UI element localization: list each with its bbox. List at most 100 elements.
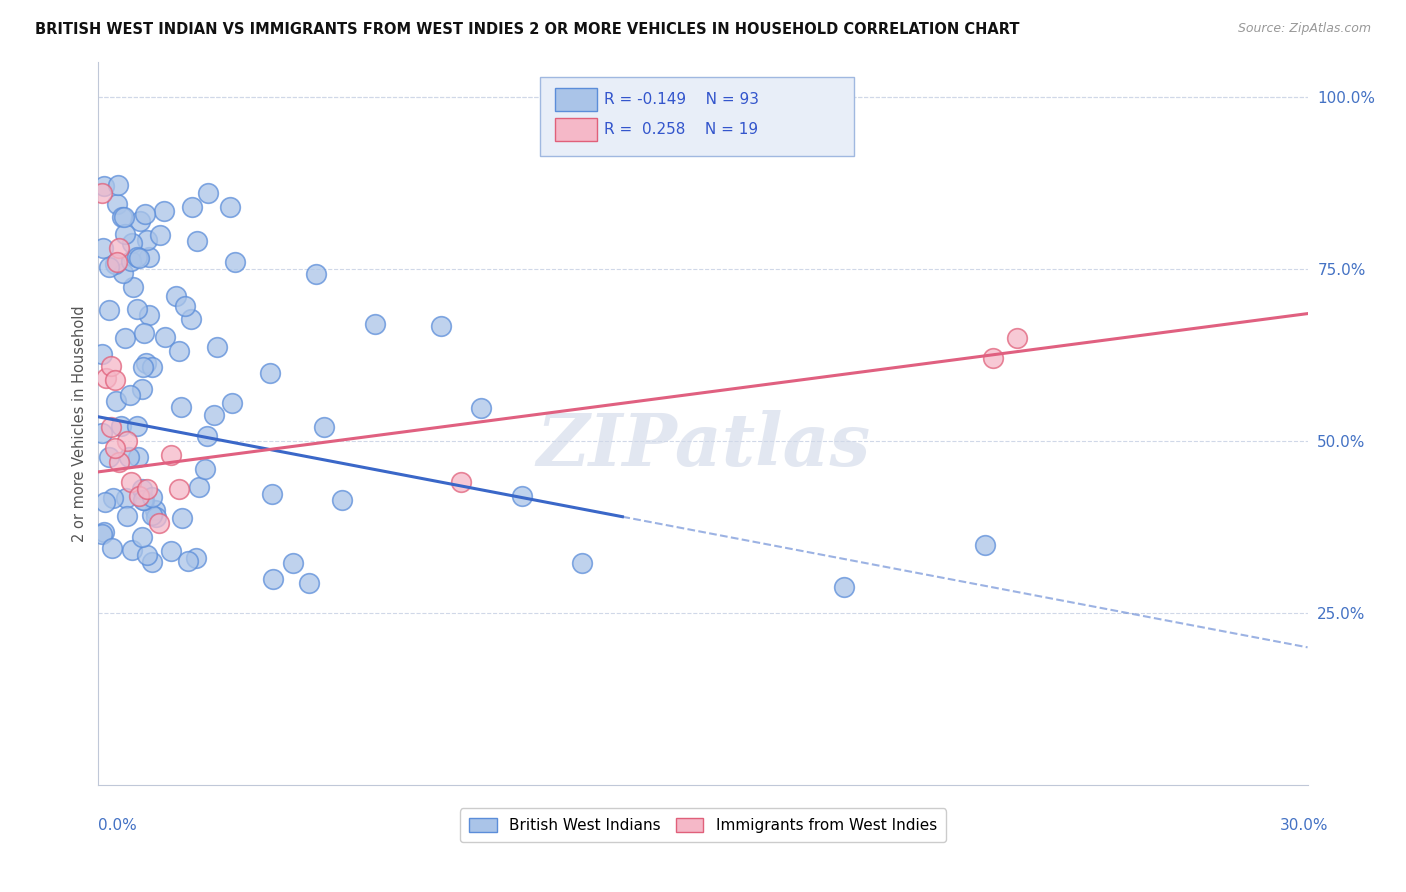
Point bbox=[330, 492, 353, 507]
Point bbox=[121, 542, 143, 557]
Point bbox=[1007, 331, 1029, 345]
Point bbox=[128, 489, 150, 503]
Point bbox=[188, 480, 211, 494]
Point bbox=[141, 555, 163, 569]
Point bbox=[114, 491, 136, 505]
Point bbox=[160, 448, 183, 462]
Point bbox=[197, 186, 219, 201]
Point bbox=[135, 549, 157, 563]
Point bbox=[205, 340, 228, 354]
Point bbox=[141, 508, 163, 522]
Point bbox=[93, 241, 115, 255]
Point bbox=[571, 557, 593, 571]
Point bbox=[148, 516, 170, 531]
Point bbox=[127, 450, 149, 464]
Point bbox=[100, 359, 122, 373]
Point bbox=[152, 203, 174, 218]
Point bbox=[114, 227, 136, 241]
Point bbox=[177, 554, 200, 568]
Point bbox=[118, 450, 141, 464]
Point bbox=[112, 267, 135, 281]
Point bbox=[262, 572, 284, 586]
Point bbox=[91, 186, 114, 201]
Point bbox=[122, 280, 145, 294]
Point bbox=[110, 418, 132, 433]
Point bbox=[107, 197, 129, 211]
Point bbox=[104, 257, 127, 271]
Point bbox=[131, 482, 153, 496]
Point bbox=[132, 326, 155, 341]
Point bbox=[125, 251, 148, 265]
Point bbox=[141, 490, 163, 504]
Point bbox=[134, 356, 156, 370]
Point bbox=[138, 250, 160, 264]
Point bbox=[153, 330, 176, 344]
Legend: British West Indians, Immigrants from West Indies: British West Indians, Immigrants from We… bbox=[460, 808, 946, 842]
Point bbox=[470, 401, 492, 415]
Point bbox=[430, 318, 453, 333]
Point bbox=[127, 301, 149, 316]
Point bbox=[132, 493, 155, 508]
Point bbox=[112, 210, 135, 224]
Point bbox=[132, 359, 155, 374]
Point bbox=[202, 409, 225, 423]
Point bbox=[91, 527, 114, 541]
Point bbox=[100, 541, 122, 556]
Point bbox=[131, 382, 153, 396]
Point bbox=[107, 241, 129, 255]
Point bbox=[136, 233, 159, 247]
Point bbox=[510, 489, 533, 503]
Point bbox=[262, 487, 284, 501]
Point bbox=[115, 434, 138, 448]
Point bbox=[107, 178, 129, 192]
Point bbox=[974, 538, 997, 552]
Point bbox=[143, 503, 166, 517]
Point bbox=[118, 388, 141, 402]
Text: R = -0.149    N = 93: R = -0.149 N = 93 bbox=[603, 92, 759, 107]
Point bbox=[221, 395, 243, 409]
Point bbox=[160, 544, 183, 558]
FancyBboxPatch shape bbox=[555, 118, 596, 141]
Point bbox=[120, 475, 142, 490]
Point bbox=[103, 373, 125, 387]
Point bbox=[186, 234, 208, 248]
Text: BRITISH WEST INDIAN VS IMMIGRANTS FROM WEST INDIES 2 OR MORE VEHICLES IN HOUSEHO: BRITISH WEST INDIAN VS IMMIGRANTS FROM W… bbox=[35, 22, 1019, 37]
Point bbox=[173, 299, 195, 313]
Point bbox=[180, 200, 202, 214]
Point bbox=[104, 394, 127, 409]
Point bbox=[97, 302, 120, 317]
Point bbox=[97, 260, 120, 275]
Point bbox=[127, 419, 149, 434]
Text: 0.0%: 0.0% bbox=[98, 818, 138, 832]
Point bbox=[138, 309, 160, 323]
Point bbox=[114, 331, 136, 345]
Point bbox=[91, 346, 114, 360]
Point bbox=[832, 580, 855, 594]
FancyBboxPatch shape bbox=[555, 87, 596, 111]
Point bbox=[96, 370, 118, 384]
Point bbox=[105, 255, 128, 269]
Point bbox=[145, 510, 167, 524]
Point bbox=[101, 491, 124, 505]
Point bbox=[111, 210, 134, 224]
Point bbox=[259, 367, 281, 381]
Point bbox=[141, 359, 163, 374]
Text: Source: ZipAtlas.com: Source: ZipAtlas.com bbox=[1237, 22, 1371, 36]
Point bbox=[93, 525, 115, 540]
Point bbox=[131, 530, 153, 544]
Point bbox=[314, 420, 336, 434]
Point bbox=[135, 482, 157, 496]
Point bbox=[186, 550, 208, 565]
Point bbox=[134, 493, 156, 508]
Point bbox=[121, 235, 143, 250]
Point bbox=[170, 511, 193, 525]
Point bbox=[195, 429, 218, 443]
Point bbox=[121, 253, 143, 268]
Point bbox=[129, 213, 152, 227]
Point bbox=[98, 450, 121, 464]
Text: ZIPatlas: ZIPatlas bbox=[536, 410, 870, 481]
Point bbox=[128, 251, 150, 265]
Point bbox=[91, 425, 114, 440]
Point bbox=[167, 344, 190, 359]
Point bbox=[107, 454, 129, 468]
